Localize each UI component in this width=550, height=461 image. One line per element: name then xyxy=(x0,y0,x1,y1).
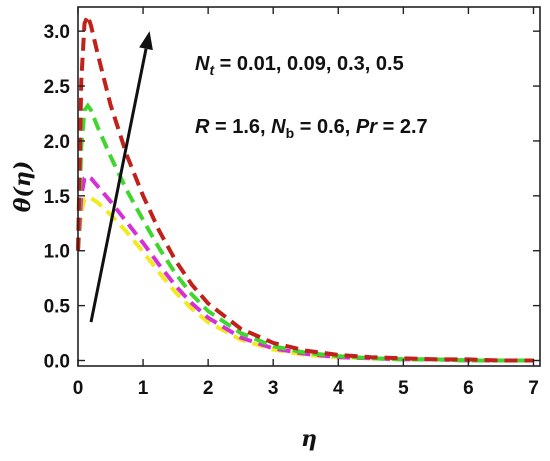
annot-nb-var: N xyxy=(271,116,286,138)
x-tick-label: 1 xyxy=(138,378,149,399)
y-tick-label: 2.0 xyxy=(44,132,70,153)
annot-nt-var: N xyxy=(195,53,210,75)
annot-nb-sub: b xyxy=(286,125,295,141)
series-line-4 xyxy=(76,10,534,363)
annot-nb-value: = 0.6, xyxy=(294,116,356,138)
annot-r-value: = 1.6, xyxy=(209,116,271,138)
plot-frame xyxy=(77,6,541,367)
arrow-layer xyxy=(89,31,153,323)
x-tick-label: 4 xyxy=(333,378,344,399)
x-tick-label: 3 xyxy=(268,378,279,399)
trend-arrow-shaft xyxy=(89,48,148,323)
annotation-line-1: Nt = 0.01, 0.09, 0.3, 0.5 xyxy=(195,53,404,78)
tick-layer: 0 1 2 3 4 5 6 7 0.0 0.5 1.0 1.5 2.0 2.5 3.0 xyxy=(44,7,540,399)
y-tick-label: 1.5 xyxy=(44,187,71,208)
annot-nt-sub: t xyxy=(209,62,215,78)
y-tick-label: 0.0 xyxy=(44,352,70,373)
y-tick-label: 3.0 xyxy=(44,22,70,43)
x-tick-label: 5 xyxy=(398,378,409,399)
x-axis-label: η xyxy=(301,426,317,452)
trend-arrow-head xyxy=(139,31,153,51)
x-tick-label: 6 xyxy=(463,378,474,399)
annot-r-var: R xyxy=(195,116,210,138)
annot-nt-values: = 0.01, 0.09, 0.3, 0.5 xyxy=(214,53,404,75)
annotation-line-2: R = 1.6, Nb = 0.6, Pr = 2.7 xyxy=(195,116,428,141)
y-tick-label: 2.5 xyxy=(44,77,71,98)
y-tick-label: 1.0 xyxy=(44,242,70,263)
y-axis-label: θ(η) xyxy=(10,161,36,213)
annot-pr-var: Pr xyxy=(356,116,378,138)
x-tick-label: 0 xyxy=(73,378,84,399)
series-line-3 xyxy=(76,102,534,363)
annot-pr-value: = 2.7 xyxy=(377,116,428,138)
series-line-2 xyxy=(76,173,534,363)
series-layer xyxy=(76,10,534,363)
x-tick-label: 2 xyxy=(203,378,214,399)
series-line-1 xyxy=(76,194,534,363)
x-tick-label: 7 xyxy=(528,378,539,399)
y-tick-label: 0.5 xyxy=(44,297,71,318)
